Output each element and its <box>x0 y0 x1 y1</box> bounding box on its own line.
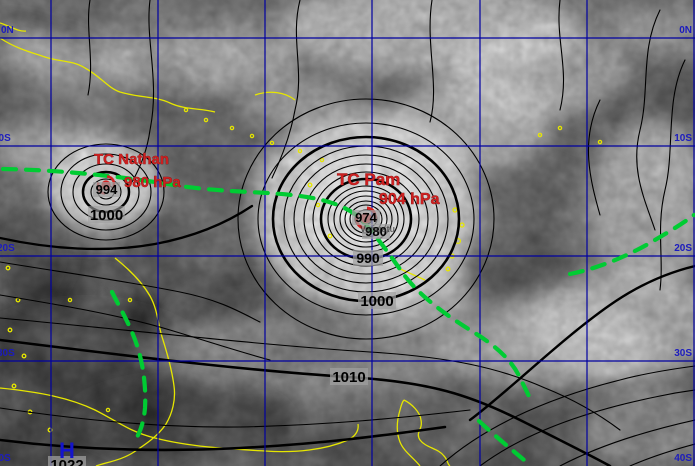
high-pressure-h-icon: H <box>59 438 75 463</box>
isobar-value: 980 <box>365 224 387 239</box>
new-caledonia-coastline <box>397 267 426 281</box>
tc-nathan-pressure-label: 980 hPa <box>124 174 181 191</box>
isobar-value: 1000 <box>90 207 123 224</box>
trough-line-south <box>476 418 532 466</box>
isobar-label-994: 994 <box>93 182 120 197</box>
lat-label-left-40s: 40S <box>0 453 11 464</box>
tc-nathan-name-label: TC Nathan <box>94 151 169 168</box>
tc-pam-pressure-label: 904 hPa <box>379 191 440 208</box>
lat-label-left-20s: 20S <box>0 243 15 254</box>
isobar-labels-layer: 994 1000 974 980 990 1000 1010 1022 <box>48 182 396 466</box>
isobar-label-1000-pam: 1000 <box>358 292 396 310</box>
isobar-label-1010: 1010 <box>330 368 368 386</box>
isobar-label-1022: 1022 <box>48 456 86 466</box>
new-zealand-coastline <box>396 399 451 466</box>
trough-line-coast <box>109 289 148 440</box>
isobar-label-990: 990 <box>353 250 383 266</box>
vanuatu-place-label: Vanuatu <box>360 224 395 234</box>
trough-line-east <box>567 212 695 277</box>
isobar-value: 974 <box>355 210 377 225</box>
latitude-labels: 0N 10S 20S 30S 40S 0N 10S 20S 30S 40S <box>0 25 692 464</box>
lat-label-left-30s: 30S <box>0 348 15 359</box>
lat-label-left-0n: 0N <box>1 25 14 36</box>
isobar-1022-line <box>0 425 447 452</box>
coastlines-layer <box>0 22 603 466</box>
lat-label-right-30s: 30S <box>674 348 692 359</box>
high-symbol-text: H <box>59 438 75 463</box>
isobar-label-974: 974 <box>352 210 380 225</box>
australia-east-coastline <box>95 257 176 466</box>
isobar-value: 990 <box>356 250 380 266</box>
tc-pam-name-label: TC Pam <box>337 170 400 189</box>
lat-label-right-20s: 20S <box>674 243 692 254</box>
isobar-label-980: 980 <box>362 224 390 239</box>
isobar-value: 994 <box>96 182 118 197</box>
isobar-value: 1022 <box>50 457 83 466</box>
isobar-value: 1010 <box>332 369 365 386</box>
isobar-label-1000-nathan: 1000 <box>88 206 125 224</box>
new-guinea-coastline <box>0 37 216 113</box>
lat-label-right-0n: 0N <box>679 25 692 36</box>
isobar-value: 1000 <box>360 293 393 310</box>
lat-label-right-10s: 10S <box>674 133 692 144</box>
lat-label-left-10s: 10S <box>0 133 11 144</box>
cyclone-name-labels: TC Nathan 980 hPa TC Pam 904 hPa <box>94 151 440 209</box>
lat-label-right-40s: 40S <box>674 453 692 464</box>
